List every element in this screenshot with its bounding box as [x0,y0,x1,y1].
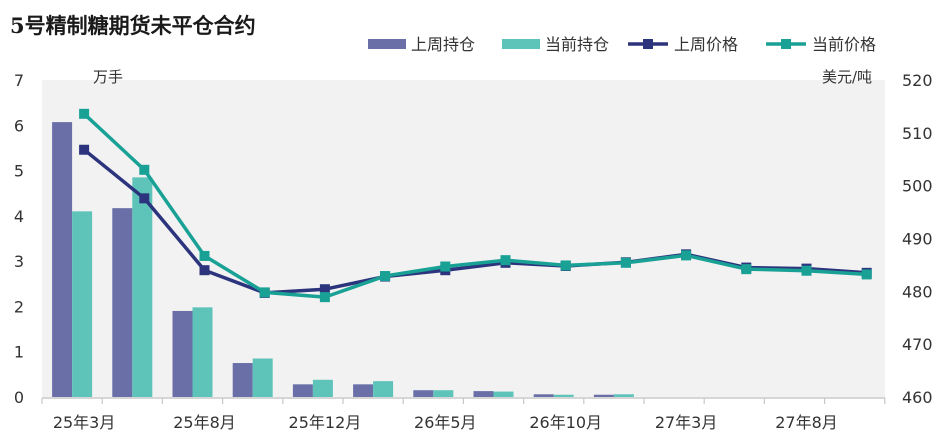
right-axis-tick-label: 520 [902,71,933,90]
bar-last-week-holding [473,391,494,397]
legend-label: 上周价格 [674,35,738,54]
x-axis-tick-label: 25年12月 [289,413,362,432]
marker-current-price [861,269,872,280]
marker-current-price [741,264,752,275]
right-axis-tick-label: 490 [902,230,933,249]
marker-current-price [380,271,391,282]
legend-label: 上周持仓 [411,35,475,54]
left-axis-tick-label: 5 [14,162,24,181]
legend-marker [643,39,653,49]
bar-current-holding [312,379,333,397]
left-axis-tick-label: 4 [14,207,24,226]
chart-title: 5号精制糖期货未平仓合约 [10,13,256,38]
bar-last-week-holding [353,384,374,397]
marker-current-price [319,292,330,303]
left-axis-tick-label: 2 [14,297,24,316]
marker-current-price [620,257,631,268]
bar-last-week-holding [172,310,193,397]
marker-current-price [681,250,692,261]
line-current-price [82,112,867,299]
marker-current-price [560,260,571,271]
right-axis-tick-label: 510 [902,124,933,143]
left-axis-unit-label: 万手 [93,68,123,86]
legend-label: 当前价格 [812,35,876,54]
marker-last-week-price [79,144,90,155]
bar-current-holding [192,307,213,397]
bar-current-holding [553,394,574,397]
bar-last-week-holding [292,384,313,397]
marker-current-price [500,255,511,266]
right-axis-tick-label: 500 [902,177,933,196]
bar-current-holding [373,381,394,397]
bar-last-week-holding [232,363,253,397]
left-axis-tick-label: 3 [14,252,24,271]
right-axis-tick-label: 480 [902,282,933,301]
bar-last-week-holding [533,394,554,397]
marker-last-week-price [319,284,330,295]
plot-area [42,80,885,397]
marker-last-week-price [199,265,210,276]
marker-current-price [259,287,270,298]
bar-current-holding [493,391,514,397]
left-axis-tick-label: 6 [14,116,24,135]
left-axis-tick-label: 0 [14,388,24,407]
bar-last-week-holding [593,394,614,397]
bar-current-holding [613,394,634,397]
right-axis-tick-label: 470 [902,335,933,354]
bar-last-week-holding [112,208,133,397]
x-axis-tick-label: 27年3月 [655,413,718,432]
bar-current-holding [72,211,93,397]
marker-current-price [79,108,90,119]
bar-last-week-holding [413,390,434,397]
bar-last-week-holding [52,122,73,397]
marker-current-price [139,164,150,175]
bar-current-holding [433,390,454,397]
marker-last-week-price [139,193,150,204]
bar-current-holding [252,358,273,397]
x-axis-tick-label: 25年8月 [173,413,236,432]
marker-current-price [199,250,210,261]
x-axis-tick-label: 26年5月 [414,413,477,432]
legend-marker [781,39,791,49]
x-axis-tick-label: 27年8月 [775,413,838,432]
left-axis-tick-label: 7 [14,71,24,90]
legend-swatch [368,39,406,49]
x-axis-tick-label: 26年10月 [529,413,602,432]
right-axis-unit-label: 美元/吨 [822,68,872,86]
marker-current-price [801,265,812,276]
right-axis-tick-label: 460 [902,388,933,407]
bar-current-holding [132,177,153,397]
legend-label: 当前持仓 [545,35,609,54]
left-axis-tick-label: 1 [14,343,24,362]
x-axis-tick-label: 25年3月 [53,413,116,432]
marker-current-price [440,261,451,272]
legend-swatch [502,39,540,49]
